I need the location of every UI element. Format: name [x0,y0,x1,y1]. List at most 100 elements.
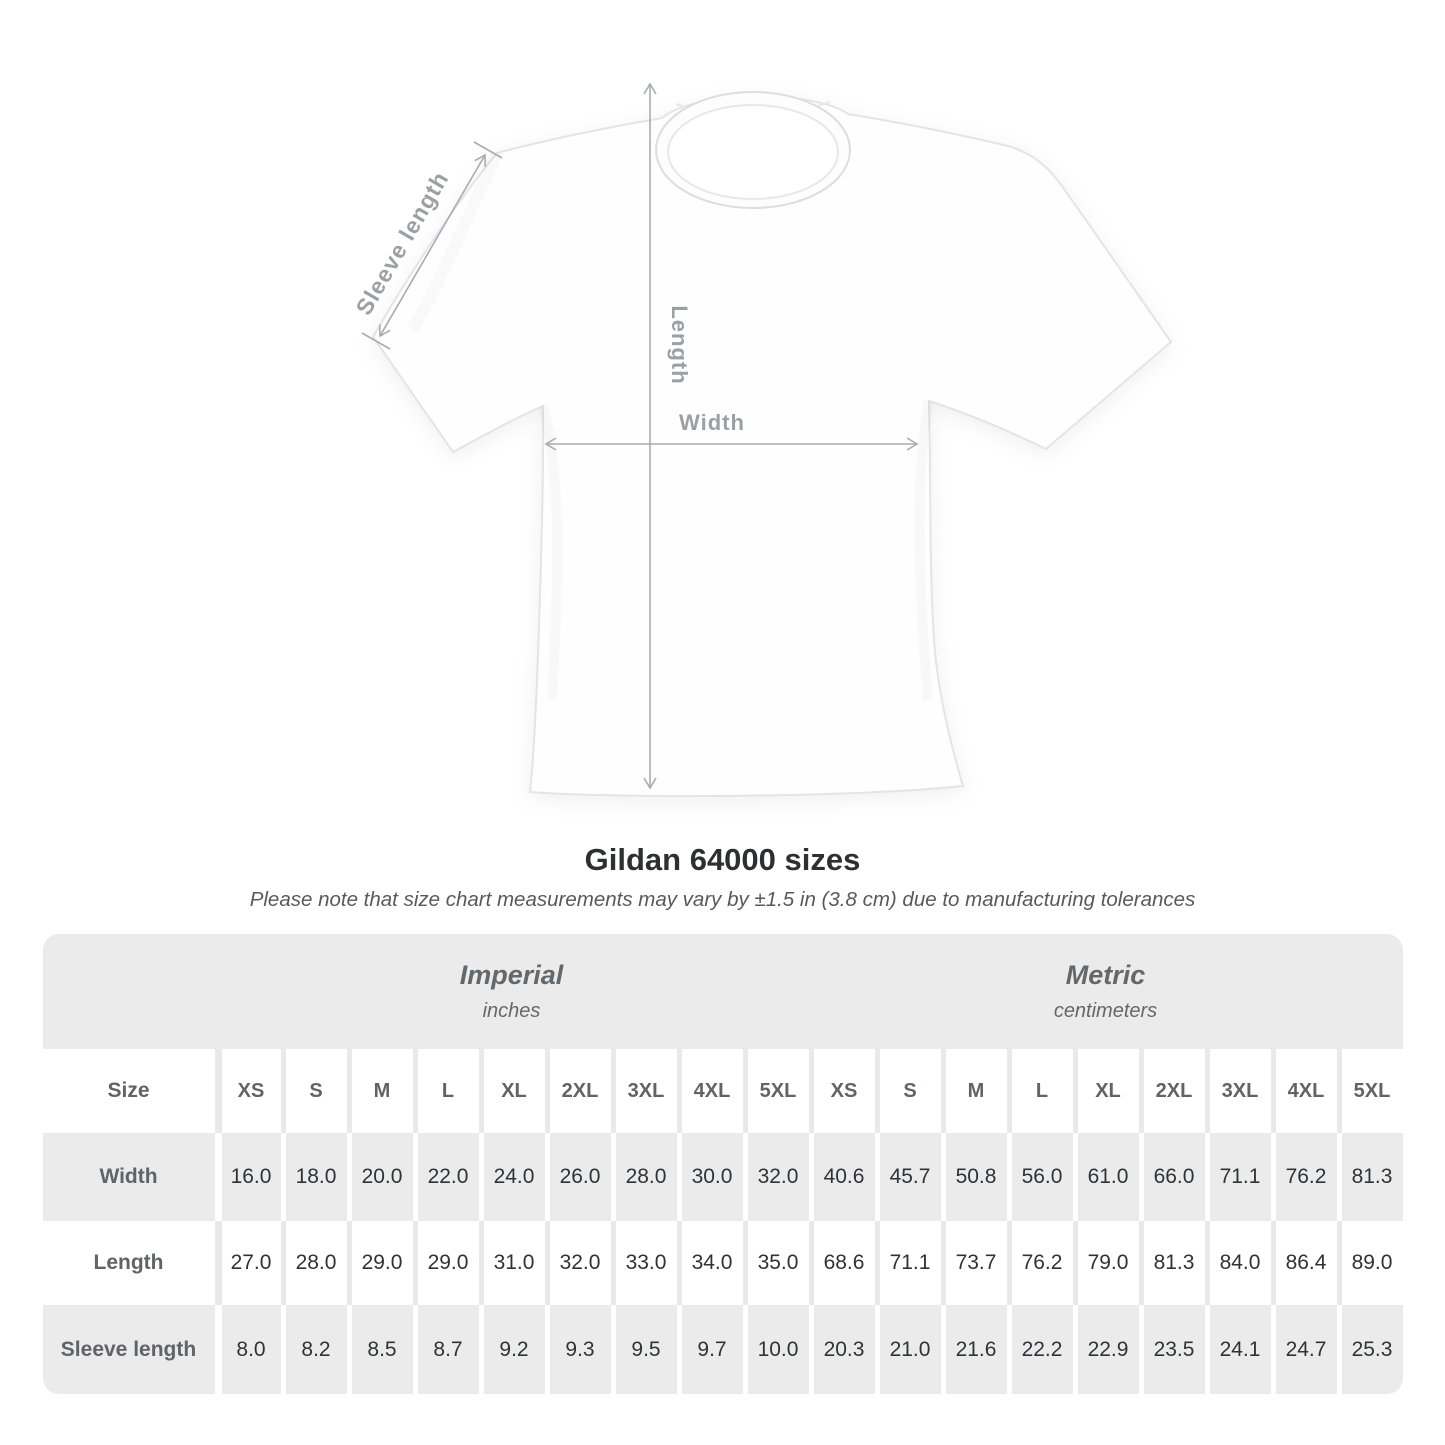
value-cell: 28.0 [610,1133,677,1221]
value-cell: 22.2 [1006,1305,1073,1394]
length-row: Length 27.0 28.0 29.0 29.0 31.0 32.0 33.… [42,1221,1403,1305]
value-cell: 73.7 [940,1221,1007,1305]
value-cell: 8.7 [412,1305,479,1394]
collar-inner [667,104,839,200]
metric-unit-label: centimeters [1053,1000,1158,1022]
imperial-unit-label: inches [482,1000,541,1022]
value-cell: 24.1 [1204,1305,1271,1394]
metric-group-label: Metric [1065,960,1146,990]
value-cell: 71.1 [1204,1133,1271,1221]
value-cell: 76.2 [1270,1133,1337,1221]
size-cell: XL [478,1049,545,1133]
size-cell: 3XL [1204,1049,1271,1133]
value-cell: 9.7 [676,1305,743,1394]
value-cell: 9.3 [544,1305,611,1394]
value-cell: 56.0 [1006,1133,1073,1221]
value-cell: 35.0 [742,1221,809,1305]
unit-header-spacer [42,934,215,1049]
value-cell: 24.0 [478,1133,545,1221]
value-cell: 50.8 [940,1133,1007,1221]
length-label: Length [667,305,692,384]
value-cell: 34.0 [676,1221,743,1305]
row-label: Length [42,1221,215,1305]
value-cell: 32.0 [742,1133,809,1221]
value-cell: 68.6 [808,1221,875,1305]
value-cell: 32.0 [544,1221,611,1305]
size-cell: 2XL [1138,1049,1205,1133]
size-cell: M [346,1049,413,1133]
value-cell: 8.0 [214,1305,281,1394]
size-cell: S [280,1049,347,1133]
value-cell: 84.0 [1204,1221,1271,1305]
value-cell: 9.5 [610,1305,677,1394]
size-cell: 2XL [544,1049,611,1133]
value-cell: 9.2 [478,1305,545,1394]
size-cell: 4XL [676,1049,743,1133]
value-cell: 30.0 [676,1133,743,1221]
imperial-group-label: Imperial [459,960,564,990]
size-cell: M [940,1049,1007,1133]
size-chart-table: Imperial inches Metric centimeters Size … [42,934,1403,1394]
value-cell: 81.3 [1138,1221,1205,1305]
tshirt-diagram-svg: Sleeve length Length Width [350,82,1173,798]
row-label: Sleeve length [42,1305,215,1394]
unit-header-row: Imperial inches Metric centimeters [42,934,1403,1049]
width-row: Width 16.0 18.0 20.0 22.0 24.0 26.0 28.0… [42,1133,1403,1221]
page-title: Gildan 64000 sizes [584,842,861,877]
value-cell: 61.0 [1072,1133,1139,1221]
size-cell: L [1006,1049,1073,1133]
value-cell: 81.3 [1336,1133,1403,1221]
size-cell: 5XL [742,1049,809,1133]
value-cell: 28.0 [280,1221,347,1305]
size-cell: L [412,1049,479,1133]
width-label: Width [679,410,745,435]
tshirt-measurement-diagram: Sleeve length Length Width [350,82,1173,798]
unit-header-imperial: Imperial inches [214,934,809,1049]
value-cell: 31.0 [478,1221,545,1305]
value-cell: 20.3 [808,1305,875,1394]
size-cell: XL [1072,1049,1139,1133]
value-cell: 21.6 [940,1305,1007,1394]
size-cell: 3XL [610,1049,677,1133]
unit-header-metric: Metric centimeters [808,934,1403,1049]
value-cell: 86.4 [1270,1221,1337,1305]
value-cell: 21.0 [874,1305,941,1394]
value-cell: 24.7 [1270,1305,1337,1394]
value-cell: 45.7 [874,1133,941,1221]
value-cell: 89.0 [1336,1221,1403,1305]
value-cell: 16.0 [214,1133,281,1221]
dimension-arrows [361,82,919,790]
value-cell: 20.0 [346,1133,413,1221]
value-cell: 76.2 [1006,1221,1073,1305]
value-cell: 66.0 [1138,1133,1205,1221]
value-cell: 29.0 [412,1221,479,1305]
size-header-cell: Size [42,1049,215,1133]
value-cell: 22.0 [412,1133,479,1221]
value-cell: 8.2 [280,1305,347,1394]
size-chart-note: Please note that size chart measurements… [249,888,1196,911]
sleeve-length-arrow [379,153,486,338]
size-cell: XS [808,1049,875,1133]
value-cell: 40.6 [808,1133,875,1221]
size-cell: 5XL [1336,1049,1403,1133]
value-cell: 33.0 [610,1221,677,1305]
value-cell: 71.1 [874,1221,941,1305]
sleeve-length-row: Sleeve length 8.0 8.2 8.5 8.7 9.2 9.3 9.… [42,1305,1403,1394]
value-cell: 18.0 [280,1133,347,1221]
value-cell: 10.0 [742,1305,809,1394]
value-cell: 25.3 [1336,1305,1403,1394]
size-cell: XS [214,1049,281,1133]
value-cell: 29.0 [346,1221,413,1305]
value-cell: 27.0 [214,1221,281,1305]
value-cell: 26.0 [544,1133,611,1221]
sleeve-arrow-tick-top [473,141,503,159]
value-cell: 22.9 [1072,1305,1139,1394]
value-cell: 8.5 [346,1305,413,1394]
value-cell: 23.5 [1138,1305,1205,1394]
row-label: Width [42,1133,215,1221]
size-cell: 4XL [1270,1049,1337,1133]
size-header-row: Size XS S M L XL 2XL 3XL 4XL 5XL XS S M … [42,1049,1403,1133]
sleeve-arrow-tick-bottom [361,332,391,350]
value-cell: 79.0 [1072,1221,1139,1305]
